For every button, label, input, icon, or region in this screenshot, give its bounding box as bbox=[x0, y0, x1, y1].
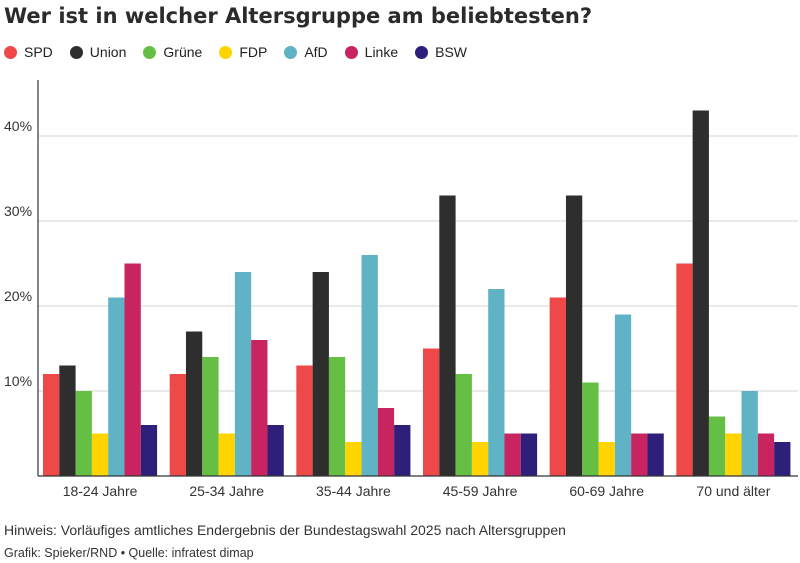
legend-item-spd: SPD bbox=[4, 44, 53, 60]
bar-afd-60-69-jahre bbox=[614, 314, 632, 476]
legend-label: Linke bbox=[364, 44, 399, 60]
legend-item-grune: Grüne bbox=[143, 44, 202, 60]
legend-swatch bbox=[69, 45, 83, 59]
legend-swatch bbox=[415, 45, 429, 59]
bar-grune-35-44-jahre bbox=[328, 357, 346, 476]
bar-bsw-35-44-jahre bbox=[394, 425, 411, 476]
legend-item-afd: AfD bbox=[284, 44, 328, 60]
bar-fdp-70-und-alter bbox=[725, 433, 742, 476]
x-tick-label: 18-24 Jahre bbox=[63, 483, 138, 499]
bar-linke-45-59-jahre bbox=[504, 433, 521, 476]
x-tick-label: 70 und älter bbox=[696, 483, 770, 499]
bar-spd-35-44-jahre bbox=[296, 365, 313, 476]
bar-linke-25-34-jahre bbox=[251, 340, 268, 476]
bar-bsw-60-69-jahre bbox=[647, 433, 664, 476]
bar-spd-70-und-alter bbox=[676, 263, 693, 476]
legend-label: Union bbox=[89, 44, 127, 60]
bar-union-18-24-jahre bbox=[59, 365, 76, 476]
bar-afd-35-44-jahre bbox=[361, 255, 378, 476]
bar-afd-18-24-jahre bbox=[108, 297, 125, 476]
bar-grune-60-69-jahre bbox=[582, 382, 599, 476]
legend-swatch bbox=[284, 45, 298, 59]
bar-grune-25-34-jahre bbox=[202, 357, 219, 476]
bar-afd-70-und-alter bbox=[741, 391, 758, 476]
legend-swatch bbox=[143, 45, 157, 59]
bar-linke-70-und-alter bbox=[757, 433, 775, 476]
chart-credits: Grafik: Spieker/RND • Quelle: infratest … bbox=[4, 546, 254, 560]
legend-label: FDP bbox=[239, 44, 268, 60]
y-tick-label: 40% bbox=[4, 118, 32, 134]
bar-linke-18-24-jahre bbox=[124, 263, 141, 476]
bar-union-25-34-jahre bbox=[185, 331, 203, 476]
bar-afd-25-34-jahre bbox=[234, 272, 252, 476]
y-tick-label: 20% bbox=[4, 288, 32, 304]
legend-item-linke: Linke bbox=[344, 44, 399, 60]
bar-union-45-59-jahre bbox=[439, 195, 456, 476]
bar-fdp-25-34-jahre bbox=[218, 433, 235, 476]
bar-union-60-69-jahre bbox=[565, 195, 583, 476]
bar-chart: 10% 20% 30% 40% 18-24 Jahre 25-34 Jahre 35-44 … bbox=[4, 80, 798, 499]
chart-note: Hinweis: Vorläufiges amtliches Endergebn… bbox=[4, 522, 566, 538]
bar-fdp-60-69-jahre bbox=[598, 442, 615, 476]
chart-title: Wer ist in welcher Altersgruppe am belie… bbox=[4, 4, 593, 28]
bar-bsw-25-34-jahre bbox=[267, 425, 284, 476]
bar-fdp-35-44-jahre bbox=[345, 442, 362, 476]
bar-linke-60-69-jahre bbox=[631, 433, 648, 476]
bar-grune-18-24-jahre bbox=[75, 391, 92, 476]
legend-swatch bbox=[219, 45, 233, 59]
bar-union-70-und-alter bbox=[692, 110, 709, 476]
legend-label: SPD bbox=[24, 44, 53, 60]
bar-grune-45-59-jahre bbox=[455, 374, 472, 476]
bar-fdp-18-24-jahre bbox=[91, 433, 109, 476]
legend-swatch bbox=[4, 45, 17, 59]
bar-bsw-18-24-jahre bbox=[140, 425, 158, 476]
legend-swatch bbox=[344, 45, 358, 59]
legend-label: AfD bbox=[304, 44, 328, 60]
chart-legend: SPD Union Grüne FDP AfD Linke BSW bbox=[4, 44, 484, 60]
x-tick-label: 45-59 Jahre bbox=[443, 483, 518, 499]
bar-spd-18-24-jahre bbox=[43, 374, 60, 476]
legend-item-bsw: BSW bbox=[415, 44, 467, 60]
bar-spd-25-34-jahre bbox=[169, 374, 186, 476]
bar-bsw-45-59-jahre bbox=[520, 433, 538, 476]
legend-item-fdp: FDP bbox=[219, 44, 267, 60]
bar-fdp-45-59-jahre bbox=[471, 442, 489, 476]
bar-afd-45-59-jahre bbox=[488, 289, 505, 476]
bar-union-35-44-jahre bbox=[312, 272, 329, 476]
bar-spd-60-69-jahre bbox=[549, 297, 566, 476]
x-tick-label: 25-34 Jahre bbox=[189, 483, 264, 499]
bar-linke-35-44-jahre bbox=[377, 408, 395, 476]
legend-label: BSW bbox=[435, 44, 468, 60]
x-tick-label: 35-44 Jahre bbox=[316, 483, 391, 499]
y-tick-label: 30% bbox=[4, 203, 32, 219]
legend-label: Grüne bbox=[163, 44, 203, 60]
y-tick-label: 10% bbox=[4, 373, 32, 389]
legend-item-union: Union bbox=[69, 44, 127, 60]
bar-spd-45-59-jahre bbox=[423, 348, 440, 476]
bar-bsw-70-und-alter bbox=[774, 442, 791, 476]
x-tick-label: 60-69 Jahre bbox=[569, 483, 644, 499]
bar-grune-70-und-alter bbox=[708, 416, 726, 476]
